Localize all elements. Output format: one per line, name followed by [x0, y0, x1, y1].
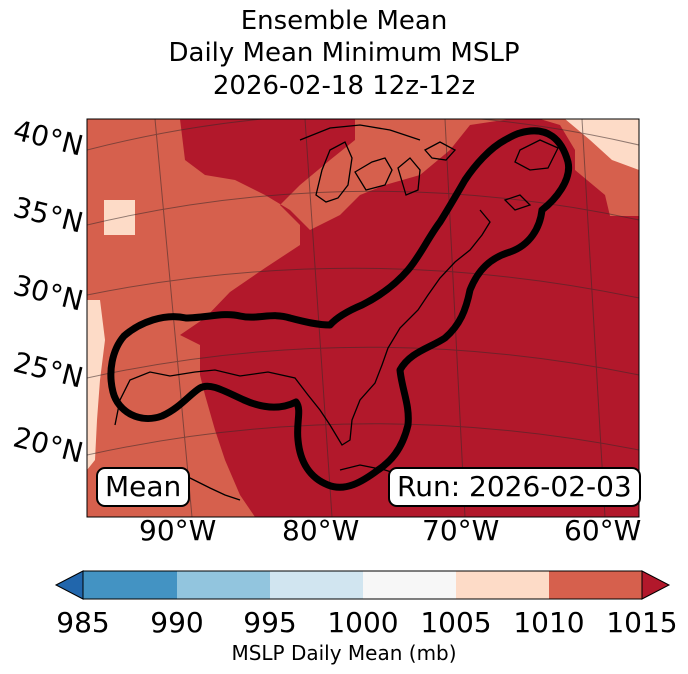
- coastlines: [114, 124, 559, 501]
- colorbar-label: MSLP Daily Mean (mb): [231, 641, 457, 665]
- colorbar-tick-985: 985: [56, 606, 110, 639]
- colorbar-bin-1005-1010: [456, 571, 549, 599]
- colorbar-bin-1010-1015: [549, 571, 642, 599]
- ensemble-contour: [107, 127, 573, 491]
- title-line-3: 2026-02-18 12z-12z: [212, 71, 476, 101]
- run-label-box: Run: 2026-02-03: [388, 467, 641, 507]
- title-line-2: Daily Mean Minimum MSLP: [168, 38, 520, 68]
- colorbar-tick-1000: 1000: [327, 606, 399, 639]
- colorbar-tick-1010: 1010: [513, 606, 585, 639]
- colorbar-tick-1015: 1015: [606, 606, 678, 639]
- lon-label-70: 70°W: [422, 514, 500, 547]
- colorbar-bin-995-1000: [270, 571, 363, 599]
- field-1000-1005-ne: [565, 119, 639, 170]
- colorbar-bin-990-995: [177, 571, 270, 599]
- lon-label-60: 60°W: [564, 514, 642, 547]
- map-border: [86, 118, 640, 518]
- colorbar-extend-high: [641, 570, 671, 600]
- title-line-1: Ensemble Mean: [240, 6, 448, 36]
- lon-label-90: 90°W: [139, 514, 217, 547]
- colorbar-bin-1000-1005: [363, 571, 456, 599]
- colorbar-outline: [82, 570, 643, 600]
- colorbar-tick-995: 995: [243, 606, 297, 639]
- lon-label-80: 80°W: [282, 514, 360, 547]
- colorbar-bin-985-990: [83, 571, 177, 599]
- mean-label-box: Mean: [96, 467, 191, 507]
- colorbar-extend-low: [54, 570, 84, 600]
- colorbar-tick-1005: 1005: [420, 606, 492, 639]
- field-1000-1005-gulf: [87, 300, 105, 470]
- colorbar-tick-990: 990: [150, 606, 204, 639]
